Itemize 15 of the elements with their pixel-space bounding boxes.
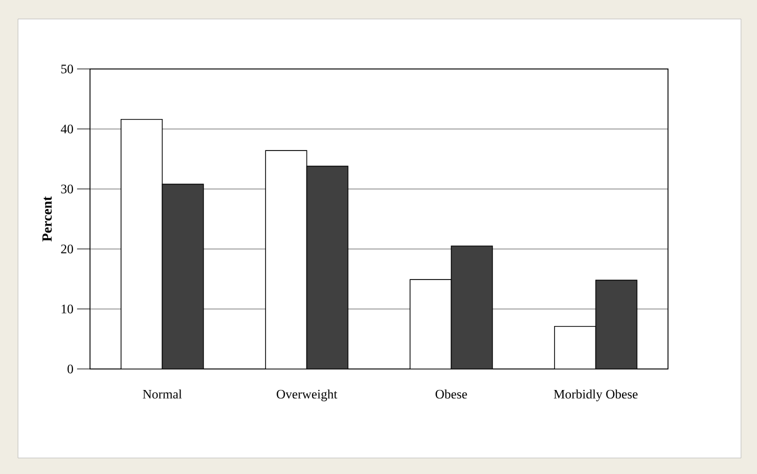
y-tick-label: 50 [61, 64, 74, 74]
y-tick-label: 10 [62, 304, 74, 314]
y-tick-label: 20 [61, 244, 74, 254]
bar [450, 246, 493, 369]
x-tick-label: Normal [142, 389, 182, 399]
bar [306, 166, 348, 369]
y-axis-title: Percent [42, 196, 52, 242]
y-tick-label: 0 [68, 364, 74, 374]
x-tick-label: Obese [436, 389, 467, 399]
bar [595, 280, 638, 369]
x-tick-label: Overweight [276, 389, 338, 402]
y-tick-label: 30 [61, 184, 74, 194]
y-tick-label: 40 [60, 124, 74, 134]
x-tick-label: Morbidly Obese [554, 389, 638, 402]
bar [162, 184, 204, 369]
